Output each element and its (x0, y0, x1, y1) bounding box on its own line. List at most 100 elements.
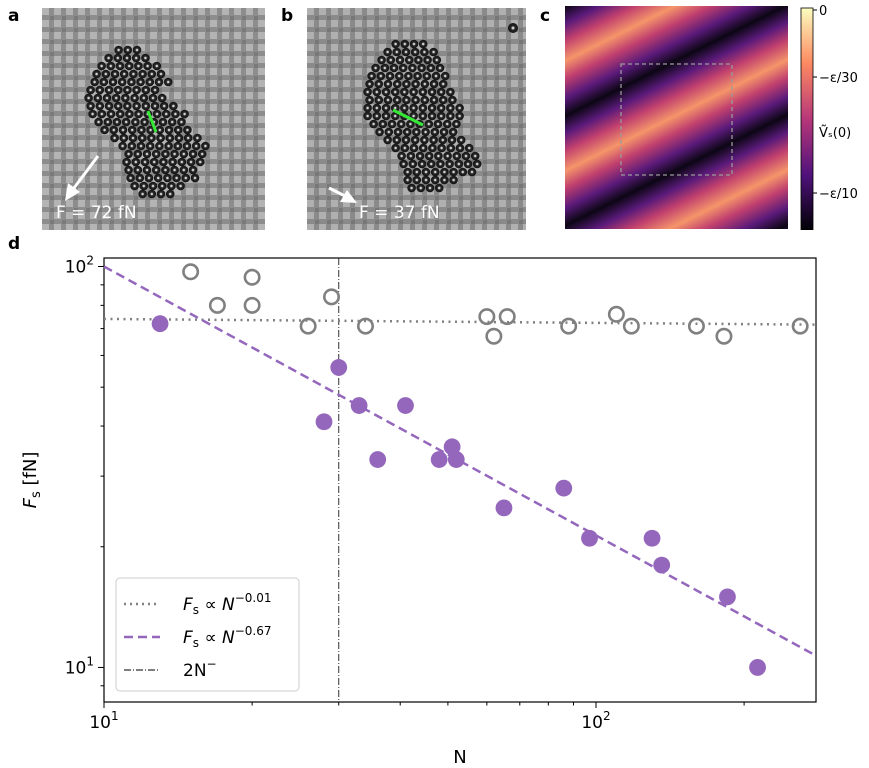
particle-cluster (363, 39, 482, 193)
panel-a-letter: a (8, 6, 20, 26)
particle (421, 127, 430, 137)
particle (446, 111, 455, 121)
particle (150, 101, 160, 111)
particle (108, 77, 118, 87)
particle (156, 189, 166, 199)
particle (112, 117, 122, 127)
filled-data-point (443, 438, 461, 456)
particle (383, 47, 392, 57)
particle (179, 165, 189, 175)
particle (110, 133, 119, 143)
particle (392, 95, 402, 105)
panel-c-letter: c (540, 6, 551, 26)
particle (125, 109, 134, 119)
force-arrow (328, 186, 346, 198)
particle (101, 69, 111, 79)
particle (104, 53, 113, 63)
particle (191, 141, 201, 151)
particle (127, 77, 136, 87)
particle (434, 151, 443, 161)
particle (452, 119, 461, 129)
particle (389, 63, 399, 73)
particle (181, 173, 191, 183)
particle (182, 141, 192, 151)
particle (140, 117, 149, 127)
colorbar-tick-1: −ε/30 (819, 71, 858, 86)
filled-data-point (350, 397, 368, 414)
panel-c-potential-map (565, 6, 788, 229)
particle (427, 103, 437, 113)
particle (148, 93, 158, 103)
legend-entry-1: Fs ∝ N−0.01 (183, 591, 272, 617)
panel-b-micrograph: F = 37 fN (307, 8, 526, 230)
open-data-point (243, 296, 261, 314)
particle (365, 95, 374, 105)
filled-data-point (555, 479, 573, 497)
particle (452, 151, 462, 161)
filled-data-point (653, 556, 671, 574)
particle (412, 167, 422, 177)
particle (435, 63, 445, 73)
particle (434, 183, 444, 193)
open-data-point (687, 317, 705, 335)
colorbar-tick-0: 0 (819, 4, 827, 19)
particle (131, 53, 141, 63)
particle (155, 141, 164, 151)
particle (118, 125, 128, 135)
particle (363, 103, 372, 113)
particle (408, 159, 418, 169)
particle (141, 101, 151, 111)
particle (157, 93, 167, 103)
particle (414, 55, 423, 65)
particle (146, 125, 155, 135)
filled-data-point (430, 451, 448, 468)
particle (369, 119, 378, 129)
particle (127, 125, 137, 135)
particle (94, 117, 103, 127)
particle (123, 45, 133, 55)
particle (429, 79, 439, 89)
particle (93, 93, 103, 103)
particle (149, 157, 159, 167)
particle (170, 149, 179, 159)
particle (147, 189, 157, 199)
particle (409, 143, 419, 153)
particle (163, 77, 173, 87)
open-data-point (485, 327, 503, 345)
particle (417, 159, 427, 169)
particle (150, 85, 160, 95)
particle (176, 181, 185, 191)
y-tick-label: 101 (65, 654, 94, 678)
particle (145, 141, 155, 151)
open-data-point (715, 327, 733, 345)
particle (449, 167, 458, 177)
particle (139, 181, 149, 191)
particle (173, 125, 183, 135)
particle (418, 111, 428, 121)
particle (115, 61, 125, 71)
particle (429, 47, 438, 57)
particle (113, 101, 123, 111)
particle (152, 61, 162, 71)
particle (381, 87, 391, 97)
particle (201, 141, 210, 151)
particle (111, 93, 121, 103)
particle (436, 111, 446, 121)
particle (371, 63, 380, 73)
particle (86, 101, 95, 111)
particle (446, 103, 455, 113)
fit-line-dashed (103, 265, 817, 657)
particle-cluster (84, 45, 210, 199)
particle (437, 143, 446, 153)
particle (461, 151, 471, 161)
particle (132, 85, 141, 95)
particle (151, 149, 161, 159)
particle (129, 69, 138, 79)
particle (186, 157, 196, 167)
particle (396, 119, 406, 129)
particle (391, 39, 400, 49)
particle (385, 71, 395, 81)
particle (426, 159, 436, 169)
particle (413, 71, 422, 81)
particle (136, 77, 145, 87)
